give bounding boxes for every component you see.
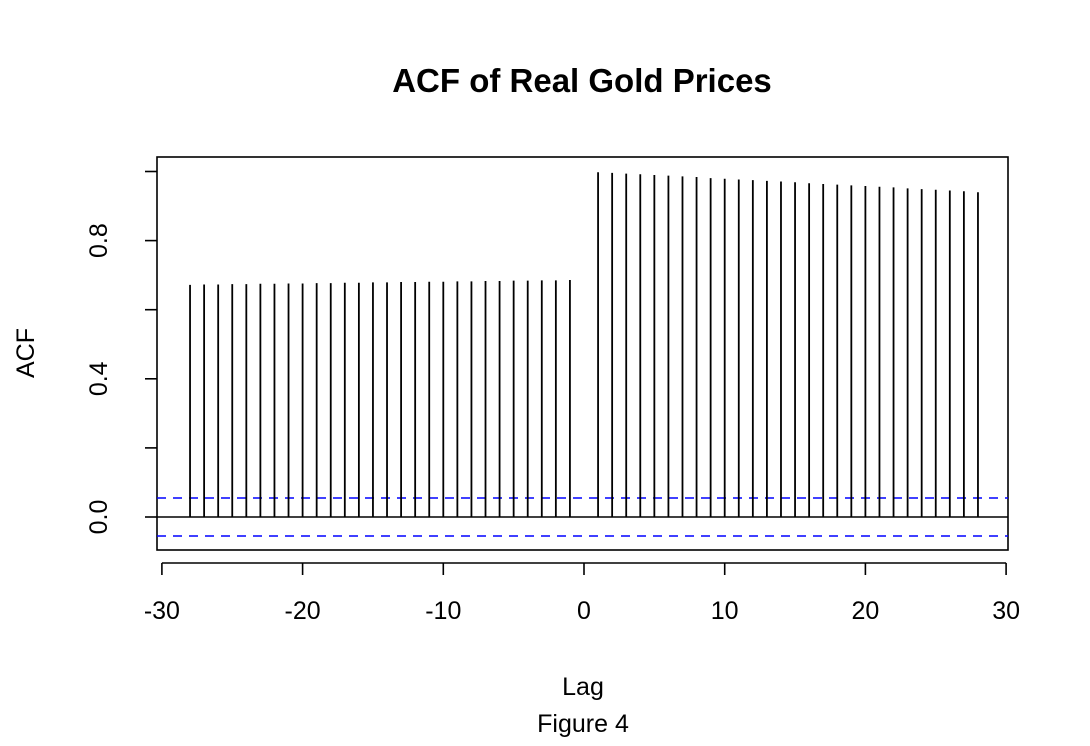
y-axis: 0.0 0.4 0.8 — [85, 170, 157, 535]
x-tick-label: 0 — [577, 597, 591, 625]
x-axis-label: Lag — [562, 673, 604, 701]
x-axis: -30 -20 -10 0 10 20 30 — [144, 562, 1020, 625]
x-tick-label: -10 — [425, 597, 461, 625]
x-tick-label: -20 — [285, 597, 321, 625]
y-tick-label: 0.8 — [85, 223, 113, 258]
x-tick-label: 20 — [851, 597, 879, 625]
y-tick-label: 0.4 — [85, 361, 113, 396]
acf-spikes — [189, 172, 979, 517]
y-tick-label: 0.0 — [85, 500, 113, 535]
x-tick-label: 10 — [711, 597, 739, 625]
x-tick-label: -30 — [144, 597, 180, 625]
figure-caption: Figure 4 — [537, 710, 629, 738]
plot-frame — [156, 156, 1009, 551]
x-tick-label: 30 — [992, 597, 1020, 625]
chart-title: ACF of Real Gold Prices — [392, 62, 772, 99]
y-axis-label: ACF — [12, 328, 40, 378]
